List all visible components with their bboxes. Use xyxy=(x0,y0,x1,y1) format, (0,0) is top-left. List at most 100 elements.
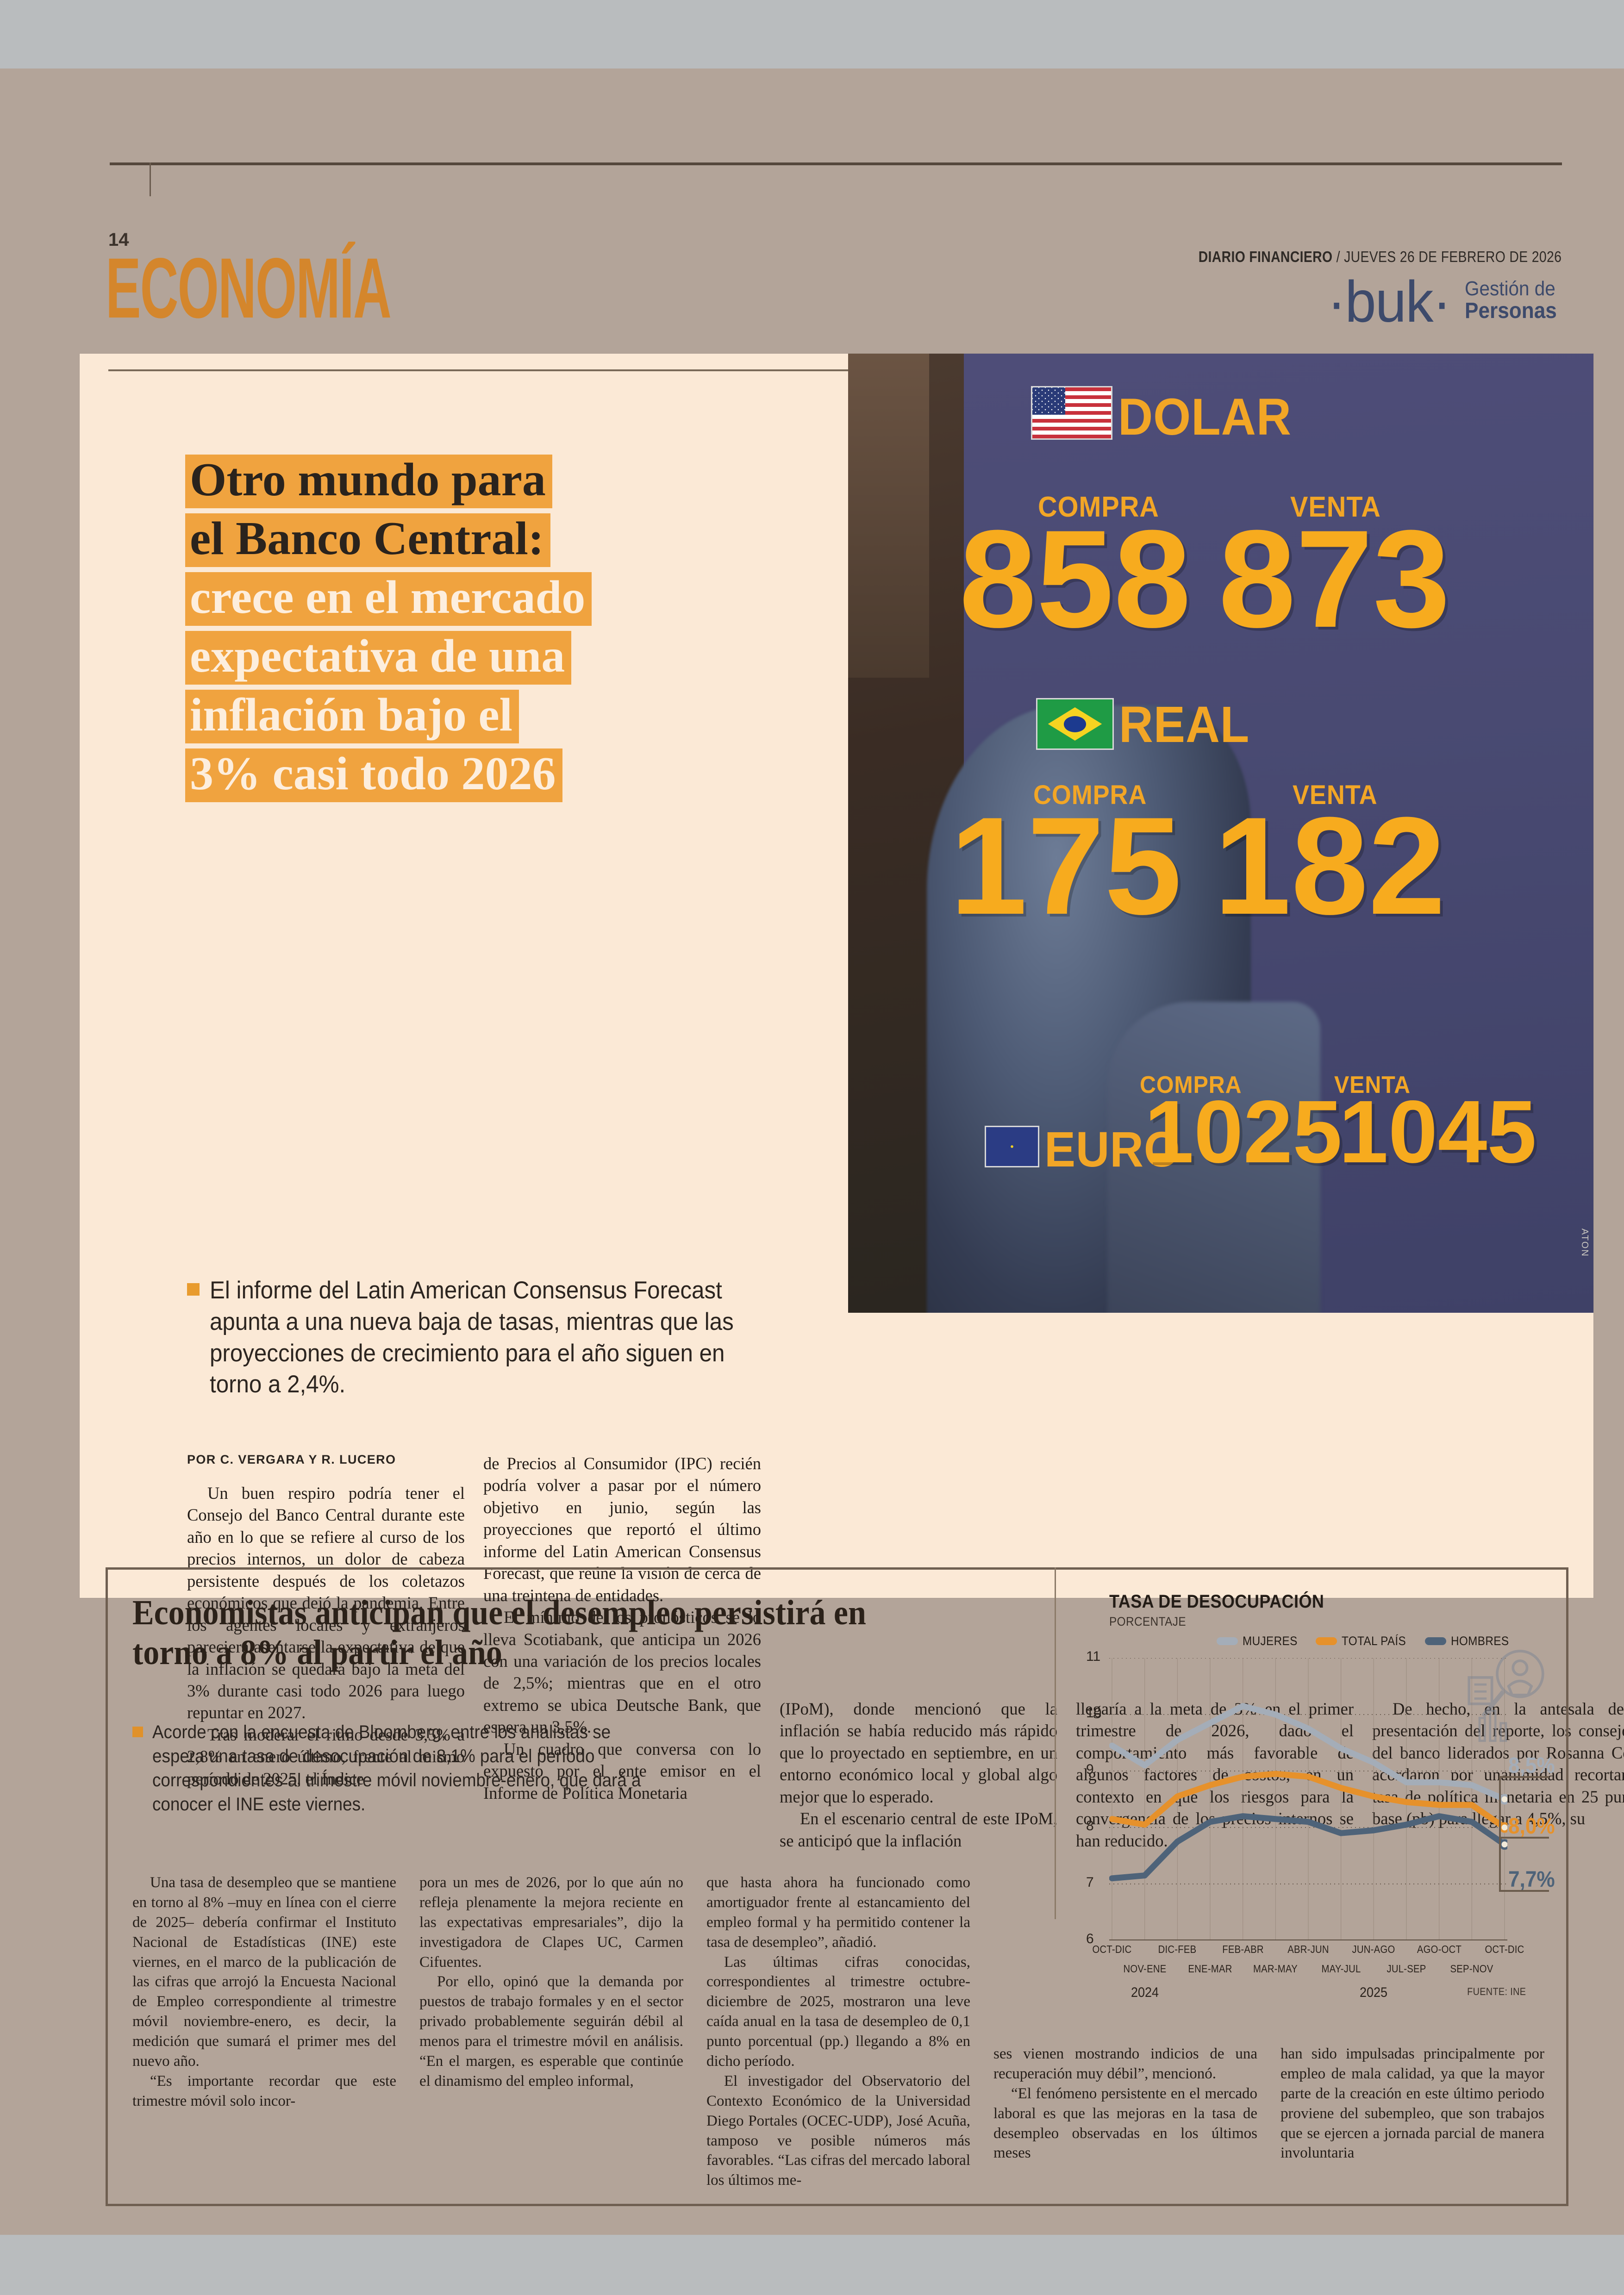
paragraph: El mínimo de los pronósticos se lo lleva… xyxy=(483,1608,761,1737)
chart-source-label: FUENTE: INE xyxy=(1467,1986,1526,1997)
us-flag-canton xyxy=(1032,387,1066,415)
screen-top-strip xyxy=(0,0,1624,69)
page-masthead: 14 ECONOMÍA DIARIO FINANCIERO / JUEVES 2… xyxy=(0,69,1624,331)
fx-real-buy-value: 175 xyxy=(950,788,1182,943)
legend-label-mujeres: MUJERES xyxy=(1243,1634,1298,1648)
article-secondary-column-5: han sido impulsadas principalmente por e… xyxy=(1280,2044,1544,2163)
article-main-column-4: llegaría a la meta de 3% en el primer tr… xyxy=(1076,1698,1354,1852)
article-secondary-column-1: Una tasa de desempleo que se mantiene en… xyxy=(132,1873,396,2111)
chart-x-tick-bottom-1: ENE-MAR xyxy=(1188,1963,1232,1975)
chart-x-tick-top-4: JUN-AGO xyxy=(1352,1943,1395,1955)
chart-plot-area xyxy=(1109,1658,1507,1940)
headline-line-2: el Banco Central: xyxy=(185,513,550,567)
section-title: ECONOMÍA xyxy=(106,241,392,336)
page-number: 14 xyxy=(108,230,129,250)
sponsor-tagline-line2: Personas xyxy=(1464,298,1557,323)
chart-x-labels-bottom: NOV-ENE ENE-MAR MAR-MAY MAY-JUL JUL-SEP SEP-N… xyxy=(1109,1963,1526,1982)
paragraph: ses vienen mostrando indicios de una rec… xyxy=(993,2046,1257,2082)
paragraph: Un buen respiro podría tener el Consejo … xyxy=(187,1484,465,1722)
fx-real-sell-label: VENTA xyxy=(1293,780,1378,810)
fx-real-buy-label: COMPRA xyxy=(1033,780,1147,810)
article-secondary-left-rule xyxy=(106,1567,108,2206)
paragraph: “El fenómeno persistente en el mercado l… xyxy=(993,2085,1257,2162)
chart-y-tick-10: 10 xyxy=(1086,1705,1102,1721)
sponsor-tagline-line1: Gestión de xyxy=(1464,277,1555,300)
legend-label-hombres: HOMBRES xyxy=(1451,1634,1509,1648)
chart-subtitle: PORCENTAJE xyxy=(1109,1615,1187,1628)
chart-title: TASA DE DESOCUPACIÓN xyxy=(1109,1591,1324,1612)
chart-end-leader-line xyxy=(1499,1890,1549,1892)
publication-name: DIARIO FINANCIERO xyxy=(1198,248,1333,265)
chart-year-labels: 2024 2025 xyxy=(1109,1982,1526,2002)
paragraph: (IPoM), donde mencionó que la inflación … xyxy=(780,1699,1057,1806)
chart-y-tick-11: 11 xyxy=(1086,1649,1101,1664)
article-secondary-column-3: que hasta ahora ha funcionado como amort… xyxy=(706,1873,970,2190)
paragraph: Un cuadro que conversa con lo expuesto p… xyxy=(483,1739,761,1802)
eu-flag-stars xyxy=(986,1127,1038,1166)
article-secondary-right-rule xyxy=(1566,1567,1568,2206)
headline-line-3: crece en el mercado xyxy=(185,572,592,626)
fx-euro-sell-label: VENTA xyxy=(1334,1072,1411,1098)
publication-dateline: DIARIO FINANCIERO / JUEVES 26 DE FEBRERO… xyxy=(1198,248,1562,266)
publication-date: JUEVES 26 DE FEBRERO DE 2026 xyxy=(1343,248,1562,265)
fx-dolar-sell-value: 873 xyxy=(1218,501,1450,656)
headline-line-6: 3% casi todo 2026 xyxy=(185,748,562,802)
chart-x-labels-top: OCT-DIC DIC-FEB FEB-ABR ABR-JUN JUN-AGO AGO-O… xyxy=(1092,1943,1526,1963)
article-main-headline: Otro mundo para el Banco Central: crece … xyxy=(185,455,843,807)
fx-currency-euro: EURO xyxy=(1044,1121,1181,1177)
chart-x-tick-top-1: DIC-FEB xyxy=(1158,1943,1197,1955)
sponsor-logo[interactable]: ·buk· Gestión de Personas xyxy=(1327,273,1565,331)
legend-item-total: TOTAL PAÍS xyxy=(1315,1634,1413,1648)
chart-end-label-mujeres: 8,5% xyxy=(1508,1753,1555,1778)
legend-item-mujeres: MUJERES xyxy=(1217,1634,1304,1648)
magnifier-person-icon xyxy=(1468,1650,1544,1742)
chart-x-tick-bottom-2: MAR-MAY xyxy=(1253,1963,1298,1975)
chart-x-tick-bottom-3: MAY-JUL xyxy=(1321,1963,1361,1975)
lede-bullet-square xyxy=(187,1283,200,1296)
masthead-tick xyxy=(150,162,151,196)
article-secondary-column-2: pora un mes de 2026, por lo que aún no r… xyxy=(419,1873,683,2091)
paragraph: “Es importante recordar que este trimest… xyxy=(132,2072,396,2109)
paragraph: Las últimas cifras conocidas, correspond… xyxy=(706,1953,970,2070)
legend-swatch-total xyxy=(1315,1637,1337,1645)
article-secondary: Economistas anticipan que el desempleo p… xyxy=(106,1567,1568,2206)
article-secondary-top-rule xyxy=(106,1567,1568,1570)
chart-year-label-2024: 2024 xyxy=(1131,1985,1159,2000)
fx-dolar-buy-value: 858 xyxy=(959,501,1191,656)
article-main-byline: POR C. VERGARA Y R. LUCERO xyxy=(187,1453,396,1466)
sponsor-dot-left: · xyxy=(1327,269,1346,334)
chart-year-label-2025: 2025 xyxy=(1360,1985,1388,2000)
screen-bottom-strip xyxy=(0,2235,1624,2295)
paragraph: de Precios al Consumidor (IPC) recién po… xyxy=(483,1454,761,1605)
lede-text: Acorde con la encuesta de Bloomberg, ent… xyxy=(152,1722,641,1815)
paragraph: Por ello, opinó que la demanda por puest… xyxy=(419,1973,683,2089)
lede-text: El informe del Latin American Consensus … xyxy=(210,1277,734,1398)
masthead-rule xyxy=(110,162,1562,165)
chart-end-bracket xyxy=(1499,1776,1501,1890)
article-main: DOLAR COMPRA VENTA 858 873 REAL COMPRA V… xyxy=(80,354,1624,1850)
article-main-column-3: (IPoM), donde mencionó que la inflación … xyxy=(780,1698,1057,1852)
fx-real-sell-value: 182 xyxy=(1214,788,1446,943)
photo-credit: ATON xyxy=(1580,1229,1590,1257)
article-main-column-2: de Precios al Consumidor (IPC) recién po… xyxy=(483,1453,761,1804)
chart-x-tick-top-6: OCT-DIC xyxy=(1485,1943,1524,1955)
article-secondary-bottom-rule xyxy=(106,2204,1568,2206)
fx-currency-real: REAL xyxy=(1119,696,1250,753)
article-secondary-column-4: ses vienen mostrando indicios de una rec… xyxy=(993,2044,1257,2163)
legend-item-hombres: HOMBRES xyxy=(1425,1634,1515,1648)
brazil-flag-globe xyxy=(1063,716,1087,732)
paragraph: llegaría a la meta de 3% en el primer tr… xyxy=(1076,1699,1354,1850)
paragraph: El investigador del Observatorio del Con… xyxy=(706,2072,970,2189)
photo-background-pillar xyxy=(848,354,929,678)
fx-currency-dolar: DOLAR xyxy=(1118,388,1292,446)
us-flag-icon xyxy=(1031,386,1112,440)
fx-dolar-buy-label: COMPRA xyxy=(1038,491,1159,523)
headline-line-5: inflación bajo el xyxy=(185,690,519,743)
chart-y-tick-7: 7 xyxy=(1086,1875,1094,1890)
chart-x-tick-top-2: FEB-ABR xyxy=(1222,1943,1264,1955)
paragraph: pora un mes de 2026, por lo que aún no r… xyxy=(419,1874,683,1971)
chart-legend: MUJERES TOTAL PAÍS HOMBRES xyxy=(1217,1634,1516,1648)
chart-x-tick-top-5: AGO-OCT xyxy=(1417,1943,1462,1955)
paragraph: que hasta ahora ha funcionado como amort… xyxy=(706,1874,970,1951)
paragraph: En el escenario central de este IPoM, se… xyxy=(780,1809,1057,1850)
